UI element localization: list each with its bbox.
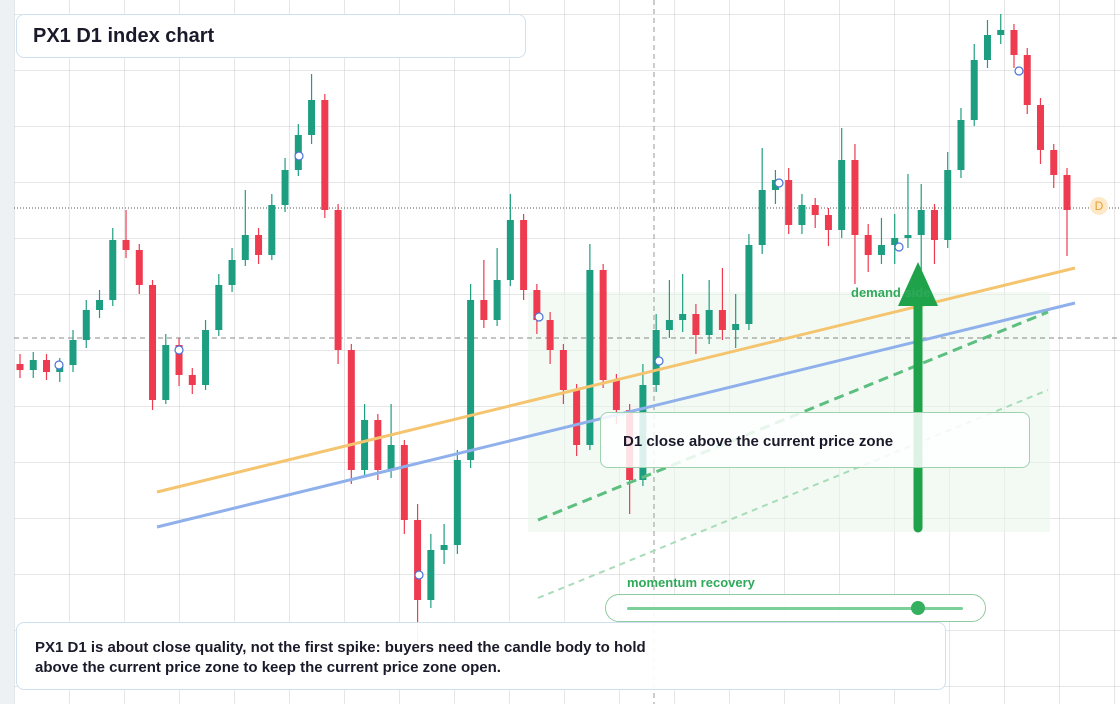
candle-body <box>506 220 514 280</box>
candle-body <box>361 420 369 470</box>
candle-body <box>811 205 819 215</box>
candle-body <box>427 550 435 600</box>
candle-body <box>400 445 408 520</box>
callout-text: D1 close above the current price zone <box>623 433 894 450</box>
candle-body <box>533 290 541 320</box>
candle-body <box>798 205 806 225</box>
candle-body <box>241 235 249 260</box>
candle-body <box>718 310 726 330</box>
candle-body <box>188 375 196 385</box>
candle-body <box>957 120 965 170</box>
candle-body <box>732 324 740 330</box>
candle-body <box>467 300 475 460</box>
candle-body <box>109 240 117 300</box>
signal-dots <box>54 66 1024 580</box>
candle-body <box>944 170 952 240</box>
candle-body <box>321 100 329 210</box>
candle-body <box>215 285 223 330</box>
candle-body <box>122 240 130 250</box>
candle-body <box>930 210 938 240</box>
callout-box: D1 close above the current price zone <box>600 412 1030 468</box>
candle-body <box>1023 55 1031 105</box>
candle-body <box>480 300 488 320</box>
candle-body <box>453 460 461 545</box>
candle-body <box>970 60 978 120</box>
candle-body <box>281 170 289 205</box>
candle-body <box>1010 30 1018 55</box>
candle-body <box>692 314 700 335</box>
slider-track <box>627 607 963 610</box>
candle-body <box>559 350 567 390</box>
candle-body <box>679 314 687 320</box>
candle-body <box>665 320 673 330</box>
candle-body <box>414 520 422 600</box>
candle-body <box>838 160 846 230</box>
candle-body <box>268 205 276 255</box>
candle-body <box>82 310 90 340</box>
candle-body <box>255 235 263 255</box>
candle-body <box>149 285 157 400</box>
candle-body <box>1050 150 1058 175</box>
candle-body <box>785 180 793 225</box>
candle-body <box>983 35 991 60</box>
candle-body <box>917 210 925 235</box>
arrow-head <box>898 262 938 306</box>
candles <box>16 14 1071 644</box>
candle-body <box>877 245 885 255</box>
price-marker: D <box>1090 197 1108 215</box>
candle-body <box>520 220 528 290</box>
candle-body <box>586 270 594 445</box>
candle-body <box>440 545 448 550</box>
candle-body <box>493 280 501 320</box>
candle-body <box>69 340 77 365</box>
candle-body <box>1063 175 1071 210</box>
candle-body <box>96 300 104 310</box>
candle-body <box>29 360 37 370</box>
candle-body <box>573 390 581 445</box>
candle-body <box>387 445 395 470</box>
candle-body <box>347 350 355 470</box>
candle-body <box>546 320 554 350</box>
candle-body <box>374 420 382 470</box>
candle-body <box>202 330 210 385</box>
candle-body <box>891 238 899 245</box>
candle-body <box>175 345 183 375</box>
candle-body <box>599 270 607 380</box>
slider[interactable] <box>605 594 986 622</box>
candle-body <box>851 160 859 235</box>
candle-body <box>16 364 24 370</box>
channel-line <box>537 389 1049 599</box>
candle-body <box>824 215 832 230</box>
candle-body <box>705 310 713 335</box>
candle-body <box>334 210 342 350</box>
candle-body <box>228 260 236 285</box>
slider-label: momentum recovery <box>627 575 755 590</box>
title-box: PX1 D1 index chart <box>16 14 526 58</box>
note-text: PX1 D1 is about close quality, not the f… <box>35 639 646 676</box>
slider-knob[interactable] <box>911 601 925 615</box>
candle-body <box>758 190 766 245</box>
candle-body <box>1036 105 1044 150</box>
zone-label: demand side <box>851 285 931 300</box>
candle-body <box>308 100 316 135</box>
candle-body <box>904 235 912 238</box>
left-edge <box>0 0 14 704</box>
candle-body <box>43 360 51 372</box>
note-box: PX1 D1 is about close quality, not the f… <box>16 622 946 690</box>
chart-title: PX1 D1 index chart <box>33 25 215 47</box>
candle-body <box>612 380 620 410</box>
candle-body <box>745 245 753 324</box>
candle-body <box>864 235 872 255</box>
candle-body <box>162 345 170 400</box>
candle-body <box>997 30 1005 35</box>
candle-body <box>135 250 143 285</box>
